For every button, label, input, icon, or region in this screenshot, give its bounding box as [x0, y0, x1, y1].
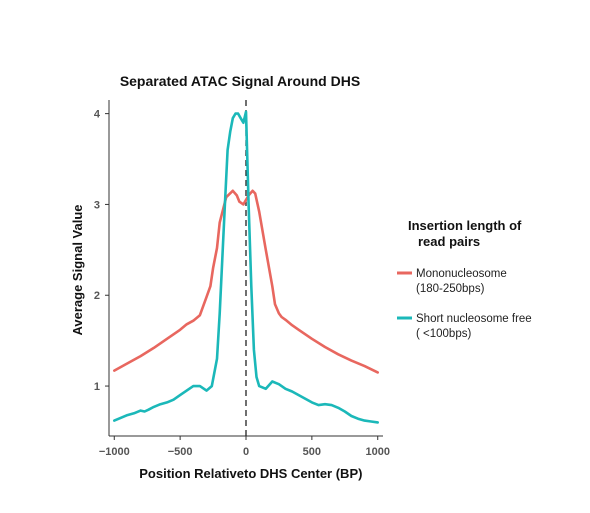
series-layer	[113, 110, 380, 424]
legend-sublabel-short-nucleosome-free: ( <100bps)	[416, 328, 471, 340]
x-axis-label-left: Position Relative	[139, 466, 244, 481]
legend-label-short-nucleosome-free: Short nucleosome free	[416, 313, 532, 325]
y-axis-label: Average Signal Value	[70, 204, 85, 335]
x-tick-label: −1000	[99, 446, 130, 458]
x-tick-label: 1000	[365, 446, 389, 458]
series-line-mononucleosome	[113, 189, 380, 374]
y-ticks: 1 2 3 4	[94, 109, 109, 393]
series-line-short-nucleosome-free	[113, 110, 380, 424]
legend: Insertion length of read pairs Mononucle…	[397, 218, 532, 340]
x-tick-label: 500	[303, 446, 321, 458]
legend-title-line1: Insertion length of	[408, 218, 522, 233]
y-tick-label: 4	[94, 109, 101, 121]
x-ticks: −1000 −500 0 500 1000	[99, 436, 390, 458]
y-tick-label: 1	[94, 381, 100, 393]
x-tick-label: 0	[243, 446, 249, 458]
chart-title: Separated ATAC Signal Around DHS	[120, 73, 360, 89]
y-tick-label: 2	[94, 290, 100, 302]
legend-sublabel-mononucleosome: (180-250bps)	[416, 283, 485, 295]
legend-title-line2: read pairs	[418, 234, 480, 249]
x-axis-label-right: to DHS Center (BP)	[244, 466, 362, 481]
y-tick-label: 3	[94, 199, 100, 211]
x-tick-label: −500	[168, 446, 193, 458]
legend-label-mononucleosome: Mononucleosome	[416, 268, 507, 280]
